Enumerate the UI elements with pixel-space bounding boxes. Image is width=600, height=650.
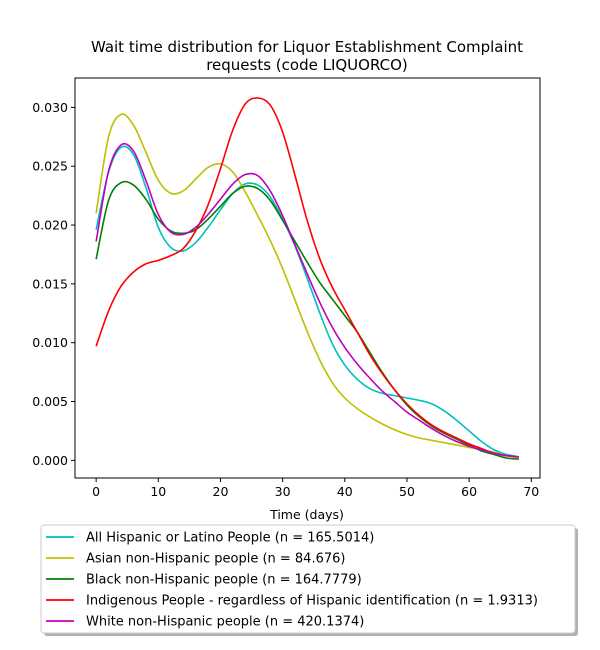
legend-label-2: Black non-Hispanic people (n = 164.7779) bbox=[86, 573, 362, 588]
series-line-0 bbox=[95, 145, 520, 458]
x-axis: 0 10 20 30 40 50 60 70 bbox=[92, 478, 539, 499]
x-tick-label: 50 bbox=[399, 484, 415, 499]
series-line-4 bbox=[95, 142, 519, 458]
x-tick-label: 60 bbox=[461, 484, 477, 499]
legend-label-0: All Hispanic or Latino People (n = 165.5… bbox=[86, 531, 374, 546]
y-tick-label: 0.030 bbox=[32, 100, 68, 115]
x-axis-label: Time (days) bbox=[269, 507, 344, 522]
y-tick-label: 0.025 bbox=[32, 159, 68, 174]
x-tick-label: 10 bbox=[150, 484, 166, 499]
x-tick-label: 70 bbox=[523, 484, 539, 499]
chart-title-line-1: Wait time distribution for Liquor Establ… bbox=[91, 38, 523, 56]
legend: All Hispanic or Latino People (n = 165.5… bbox=[40, 524, 578, 636]
y-tick-label: 0.015 bbox=[32, 276, 68, 291]
y-axis: 0.000 0.005 0.010 0.015 0.020 0.025 0.030 bbox=[32, 100, 75, 468]
legend-box bbox=[40, 524, 576, 634]
x-tick-label: 30 bbox=[275, 484, 291, 499]
series-line-1 bbox=[95, 113, 520, 459]
series-layer bbox=[95, 97, 520, 460]
legend-entries: All Hispanic or Latino People (n = 165.5… bbox=[46, 531, 538, 630]
y-tick-label: 0.005 bbox=[32, 394, 68, 409]
legend-label-3: Indigenous People - regardless of Hispan… bbox=[86, 594, 538, 609]
y-tick-label: 0.020 bbox=[32, 218, 68, 233]
chart-title-line-2: requests (code LIQUORCO) bbox=[206, 56, 408, 74]
y-tick-label: 0.010 bbox=[32, 335, 68, 350]
legend-label-1: Asian non-Hispanic people (n = 84.676) bbox=[86, 552, 345, 567]
x-tick-label: 40 bbox=[337, 484, 353, 499]
legend-label-4: White non-Hispanic people (n = 420.1374) bbox=[86, 615, 364, 630]
x-tick-label: 20 bbox=[213, 484, 229, 499]
y-tick-label: 0.000 bbox=[32, 453, 68, 468]
series-line-3 bbox=[95, 97, 519, 458]
x-tick-label: 0 bbox=[92, 484, 100, 499]
plot-frame bbox=[74, 77, 541, 479]
